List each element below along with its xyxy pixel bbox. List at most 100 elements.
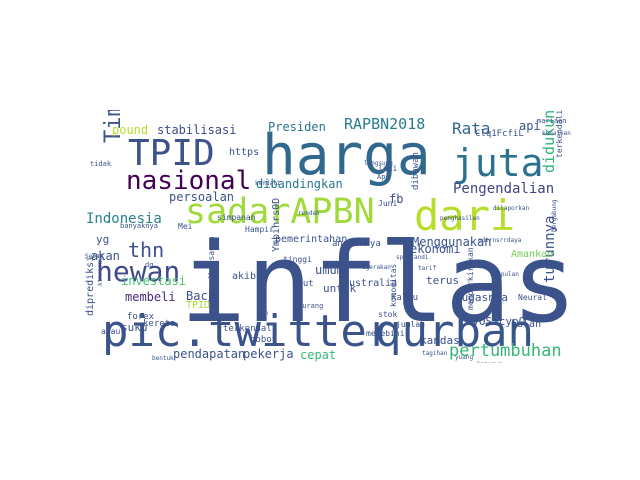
word-inflasi: inflasi bbox=[180, 219, 573, 347]
word-dg: dg bbox=[145, 261, 154, 269]
word-tinggi: tinggi bbox=[283, 255, 312, 264]
word-hewan: hewan bbox=[96, 255, 181, 288]
word-bbm: bbm bbox=[257, 310, 268, 317]
word-ktmrnrnya: ktmrnrnya bbox=[97, 253, 104, 286]
word-tugasnya: tugasnya bbox=[455, 291, 508, 304]
word-pertumbuhan: pertumbuhan bbox=[449, 341, 562, 361]
word-kemunya: kemunya bbox=[477, 362, 502, 364]
word-melebihi: melebihi bbox=[366, 329, 405, 338]
word-bentuk: bentuk bbox=[152, 355, 174, 362]
word-dilaporkan: dilaporkan bbox=[493, 205, 530, 212]
word-kandas: kandas bbox=[420, 334, 460, 347]
word-atau: atau bbox=[101, 327, 121, 336]
word-komoditas: komoditas bbox=[389, 263, 398, 307]
word-penghasilan: penghasilan bbox=[440, 215, 480, 222]
word-umum: umum bbox=[315, 263, 344, 277]
word-terkendali: terkendali bbox=[223, 324, 278, 334]
word-diprediksi: diprediksi bbox=[85, 255, 96, 316]
word-tpid-small: TPID bbox=[186, 300, 211, 311]
word-persoalan: persoalan bbox=[169, 190, 235, 204]
word-jumlah: jumlah bbox=[396, 320, 425, 329]
word-tpid: TPID bbox=[128, 133, 215, 174]
word-rendah: rendah bbox=[298, 210, 320, 217]
word-mei: Mei bbox=[178, 222, 193, 231]
word-pdtrnsrrdaya: pdtrnsrrdaya bbox=[478, 237, 522, 244]
word-akan: akan bbox=[91, 249, 120, 263]
word-pengendalian: Pengendalian bbox=[453, 181, 555, 197]
word-pendapatan: pendapatan bbox=[173, 347, 246, 361]
word-dibawah: dibawah bbox=[411, 152, 421, 190]
word-ikvosacypo: IKvOSacypO bbox=[459, 315, 526, 328]
word-sebab: Sebab bbox=[85, 253, 104, 260]
word-presiden: Presiden bbox=[268, 120, 326, 134]
word-ymbihrs0d: Ymbihrs0D bbox=[271, 197, 282, 252]
word-dari: dari bbox=[414, 191, 516, 240]
word-kalau: Kalau bbox=[391, 293, 419, 303]
word-dgerakan: dgerakan bbox=[362, 264, 391, 271]
word-biasanya: biasanya bbox=[207, 236, 216, 275]
word-bulan: bulan bbox=[511, 319, 542, 330]
word-suku: suku bbox=[121, 321, 148, 334]
word-pemerintahan: pemerintahan bbox=[275, 234, 348, 245]
word-menggunakan: Menggunakan bbox=[412, 235, 492, 249]
word-australia: Australia bbox=[343, 278, 398, 289]
word-gi: gi bbox=[258, 267, 268, 276]
word-hampir: Hampir bbox=[245, 225, 274, 234]
word-langsung: langsung bbox=[364, 160, 393, 167]
word-cepat: cepat bbox=[300, 348, 337, 362]
word-rata: Rata bbox=[452, 119, 491, 138]
word-tidak: tidak bbox=[90, 160, 112, 168]
word-simpanan: simpanan bbox=[217, 213, 256, 222]
word-memperkirakan: memperkirakan bbox=[466, 247, 475, 310]
word-terus: terus bbox=[426, 274, 460, 287]
word-membeli: membeli bbox=[125, 290, 176, 304]
word-dibandingkan: dibandingkan bbox=[256, 177, 343, 191]
word-rapbn2018: RAPBN2018 bbox=[344, 115, 426, 133]
word-kereta: kereta bbox=[143, 319, 176, 329]
word-banyaknya: banyaknya bbox=[120, 222, 158, 230]
word-mariaan: mariaan bbox=[537, 117, 567, 125]
word-harga: harga bbox=[262, 123, 431, 188]
word-investasi: investasi bbox=[121, 274, 187, 288]
word-kumpulan: kumpulan bbox=[490, 271, 519, 278]
word-fb: fb bbox=[389, 192, 404, 206]
word-pound: pound bbox=[112, 123, 149, 137]
word-apa: Apa bbox=[377, 173, 390, 181]
word-thn: thn bbox=[128, 238, 165, 262]
word-bobot: bobot bbox=[250, 335, 278, 345]
word-indonesia: Indonesia bbox=[86, 211, 162, 227]
word-cloud: inflasi harga pic.twitter qurban sadarAP… bbox=[67, 110, 573, 363]
word-sum: sum bbox=[486, 306, 501, 315]
word-yg: yg bbox=[96, 233, 110, 246]
word-clq1fcfil: Clq1FcfiL bbox=[475, 129, 524, 139]
word-yuang: yuang bbox=[455, 354, 474, 361]
word-back: Back bbox=[186, 289, 215, 303]
word-juta: juta bbox=[452, 141, 544, 185]
word-forex: forex bbox=[127, 312, 155, 322]
word-bergabung: bergabung bbox=[551, 199, 558, 232]
word-kurang: kurang bbox=[298, 302, 324, 310]
word-nasional: nasional bbox=[126, 166, 252, 196]
word-stabilisasi: stabilisasi bbox=[157, 123, 237, 137]
word-tarif: tarif bbox=[418, 265, 437, 272]
word-kendali: kendali bbox=[255, 180, 281, 187]
word-https: https bbox=[229, 147, 260, 158]
word-ikut: ikut bbox=[292, 279, 314, 289]
word-ekonomi: ekonomi bbox=[410, 242, 461, 256]
word-lagi: lagi bbox=[378, 164, 398, 173]
word-amankan: Amankan bbox=[511, 249, 554, 260]
word-anjloknya: anjloknya bbox=[332, 239, 381, 249]
word-neural: Neural bbox=[518, 293, 547, 302]
word-akibat: akibat bbox=[232, 271, 269, 282]
word-kenaikan: kenaikan bbox=[542, 130, 571, 137]
word-juni: Juni bbox=[378, 199, 398, 208]
word-sadarapbn: sadarAPBN bbox=[185, 192, 375, 232]
word-tagihan: tagihan bbox=[422, 350, 448, 357]
word-untuk: untuk bbox=[323, 282, 357, 295]
word-spaitandi: spaitandi bbox=[396, 254, 429, 261]
word-pic-twitter: pic.twitter bbox=[102, 306, 394, 357]
word-stok: stok bbox=[378, 310, 398, 319]
word-api: api bbox=[519, 119, 541, 133]
word-qurban: qurban bbox=[375, 306, 534, 357]
